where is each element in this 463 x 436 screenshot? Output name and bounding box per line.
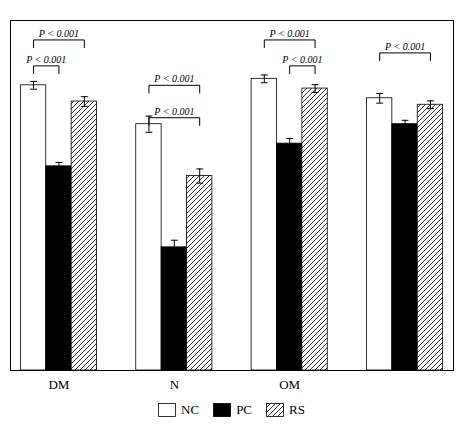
svg-text:N: N [170, 377, 180, 392]
svg-text:P < 0.001: P < 0.001 [281, 54, 322, 65]
svg-text:OM: OM [279, 377, 300, 392]
svg-text:P < 0.001: P < 0.001 [153, 73, 194, 84]
html-text:PC: PC [236, 402, 252, 417]
svg-text:P < 0.001: P < 0.001 [384, 41, 425, 52]
svg-text:DM: DM [48, 377, 69, 392]
svg-text:P < 0.001: P < 0.001 [269, 28, 310, 39]
svg-text:P < 0.001: P < 0.001 [25, 54, 66, 65]
svg-text:P < 0.001: P < 0.001 [153, 106, 194, 117]
html-text:NC: NC [181, 402, 200, 417]
svg-text:P < 0.001: P < 0.001 [38, 28, 79, 39]
html-text:RS: RS [289, 402, 305, 417]
